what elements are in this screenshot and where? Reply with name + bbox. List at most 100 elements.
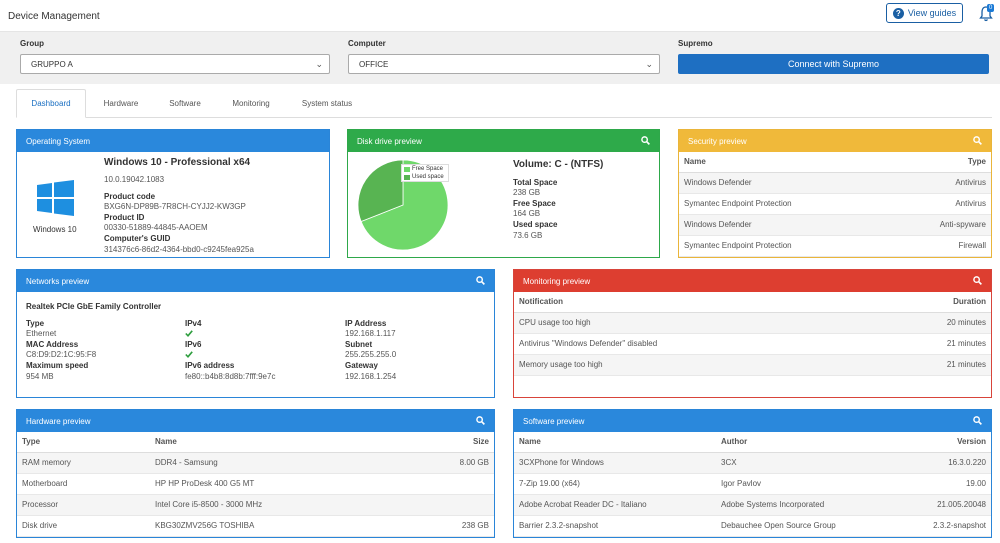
table-cell: Symantec Endpoint Protection: [679, 193, 891, 215]
guid-label: Computer's GUID: [104, 234, 171, 243]
table-row: Memory usage too high 21 minutes: [514, 354, 991, 376]
check-icon: [185, 330, 193, 337]
table-cell: Antivirus: [890, 193, 991, 215]
table-cell: Firewall: [890, 235, 991, 257]
ipv4-label: IPv4: [185, 319, 202, 328]
column-header: Duration: [872, 292, 991, 313]
connect-supremo-button[interactable]: Connect with Supremo: [678, 54, 989, 74]
column-header: Size: [414, 432, 494, 453]
tab-divider: [16, 117, 992, 118]
table-cell: Memory usage too high: [514, 354, 873, 376]
table-cell: 21 minutes: [872, 333, 991, 355]
table-row: CPU usage too high 20 minutes: [514, 312, 991, 334]
column-header: Version: [891, 432, 991, 453]
tab-dashboard[interactable]: Dashboard: [16, 89, 86, 118]
hardware-panel: Hardware preview Type Name Size RAM memo…: [16, 409, 495, 538]
legend-swatch-used: [404, 175, 410, 180]
table-cell: Barrier 2.3.2-snapshot: [514, 515, 716, 537]
table-cell: 21.005.20048: [891, 494, 991, 516]
networks-panel: Networks preview Realtek PCIe GbE Family…: [16, 269, 495, 398]
monitoring-table: Notification Duration CPU usage too high…: [514, 292, 991, 376]
adapter-name: Realtek PCIe GbE Family Controller: [26, 302, 162, 311]
table-cell: 2.3.2-snapshot: [891, 515, 991, 537]
product-code-label: Product code: [104, 192, 156, 201]
security-table: Name Type Windows Defender Antivirus Syma…: [679, 152, 991, 257]
computer-label: Computer: [348, 39, 386, 48]
column-header: Type: [17, 432, 150, 453]
tab-software[interactable]: Software: [169, 99, 201, 108]
free-space-value: 164 GB: [513, 209, 541, 218]
tab-hardware[interactable]: Hardware: [103, 99, 139, 108]
mac-value: C8:D9:D2:1C:95:F8: [26, 350, 97, 359]
software-panel: Software preview Name Author Version 3CX…: [513, 409, 992, 538]
top-bar: Device Management ? View guides 0: [0, 0, 1000, 32]
disk-panel: Disk drive preview Free Space Used space…: [347, 129, 660, 258]
table-cell: DDR4 - Samsung: [150, 452, 414, 474]
group-select-value: GRUPPO A: [31, 59, 73, 69]
ipv6-label: IPv6: [185, 340, 202, 349]
table-row: Windows Defender Anti-spyware: [679, 214, 991, 236]
table-cell: Motherboard: [17, 473, 150, 495]
total-space-value: 238 GB: [513, 188, 541, 197]
monitoring-panel: Monitoring preview Notification Duration…: [513, 269, 992, 398]
product-id-label: Product ID: [104, 213, 145, 222]
table-row: 7-Zip 19.00 (x64) Igor Pavlov 19.00: [514, 473, 991, 495]
table-cell: Disk drive: [17, 515, 150, 537]
used-space-value: 73.6 GB: [513, 231, 543, 240]
table-cell: 238 GB: [414, 515, 494, 537]
table-row: Symantec Endpoint Protection Antivirus: [679, 193, 991, 215]
table-row: Disk drive KBG30ZMV256G TOSHIBA 238 GB: [17, 515, 494, 537]
networks-panel-title: Networks preview: [26, 276, 90, 286]
table-cell: 16.3.0.220: [891, 452, 991, 474]
table-cell: Windows Defender: [679, 214, 891, 236]
column-header: Author: [716, 432, 891, 453]
product-id-value: 00330-51889-44845-AAOEM: [104, 223, 208, 232]
software-table: Name Author Version 3CXPhone for Windows…: [514, 432, 991, 537]
column-header: Name: [150, 432, 414, 453]
software-panel-title: Software preview: [523, 416, 585, 426]
search-icon[interactable]: [476, 416, 485, 425]
os-version: 10.0.19042.1083: [104, 175, 165, 184]
notification-count-badge: 0: [987, 4, 995, 12]
search-icon[interactable]: [973, 416, 982, 425]
table-cell: [414, 473, 494, 495]
table-cell: 8.00 GB: [414, 452, 494, 474]
tab-system-status[interactable]: System status: [301, 99, 353, 108]
pie-legend: Free Space Used space: [401, 164, 449, 182]
search-icon[interactable]: [476, 276, 485, 285]
pie-slice-used: [357, 159, 404, 223]
table-row: 3CXPhone for Windows 3CX 16.3.0.220: [514, 452, 991, 474]
question-icon: ?: [892, 7, 904, 19]
gateway-value: 192.168.1.254: [345, 372, 397, 381]
table-cell: Antivirus: [890, 172, 991, 194]
notifications-bell[interactable]: 0: [979, 4, 995, 24]
table-cell: KBG30ZMV256G TOSHIBA: [150, 515, 414, 537]
security-panel: Security preview Name Type Windows Defen…: [678, 129, 992, 258]
table-cell: Debauchee Open Source Group: [716, 515, 891, 537]
search-icon[interactable]: [641, 136, 650, 145]
group-select[interactable]: GRUPPO A ⌄: [20, 54, 330, 74]
table-cell: 3CX: [716, 452, 891, 474]
type-value: Ethernet: [26, 329, 57, 338]
legend-used-label: Used space: [412, 174, 444, 180]
search-icon[interactable]: [973, 136, 982, 145]
hardware-panel-header: Hardware preview: [17, 410, 494, 432]
max-speed-value: 954 MB: [26, 372, 54, 381]
max-speed-label: Maximum speed: [26, 361, 89, 370]
os-panel-header: Operating System: [17, 130, 329, 152]
chevron-down-icon: ⌄: [645, 59, 653, 69]
table-cell: Antivirus "Windows Defender" disabled: [514, 333, 873, 355]
os-logo-label: Windows 10: [33, 225, 77, 234]
os-panel-title: Operating System: [26, 136, 91, 146]
view-guides-button[interactable]: ? View guides: [886, 3, 963, 23]
table-cell: 21 minutes: [872, 354, 991, 376]
table-cell: Processor: [17, 494, 150, 516]
software-panel-header: Software preview: [514, 410, 991, 432]
search-icon[interactable]: [973, 276, 982, 285]
ip-address-value: 192.168.1.117: [345, 329, 396, 338]
computer-select[interactable]: OFFICE ⌄: [348, 54, 660, 74]
tab-monitoring[interactable]: Monitoring: [232, 99, 270, 108]
total-space-label: Total Space: [513, 178, 558, 187]
column-header: Name: [514, 432, 716, 453]
table-cell: Igor Pavlov: [716, 473, 891, 495]
